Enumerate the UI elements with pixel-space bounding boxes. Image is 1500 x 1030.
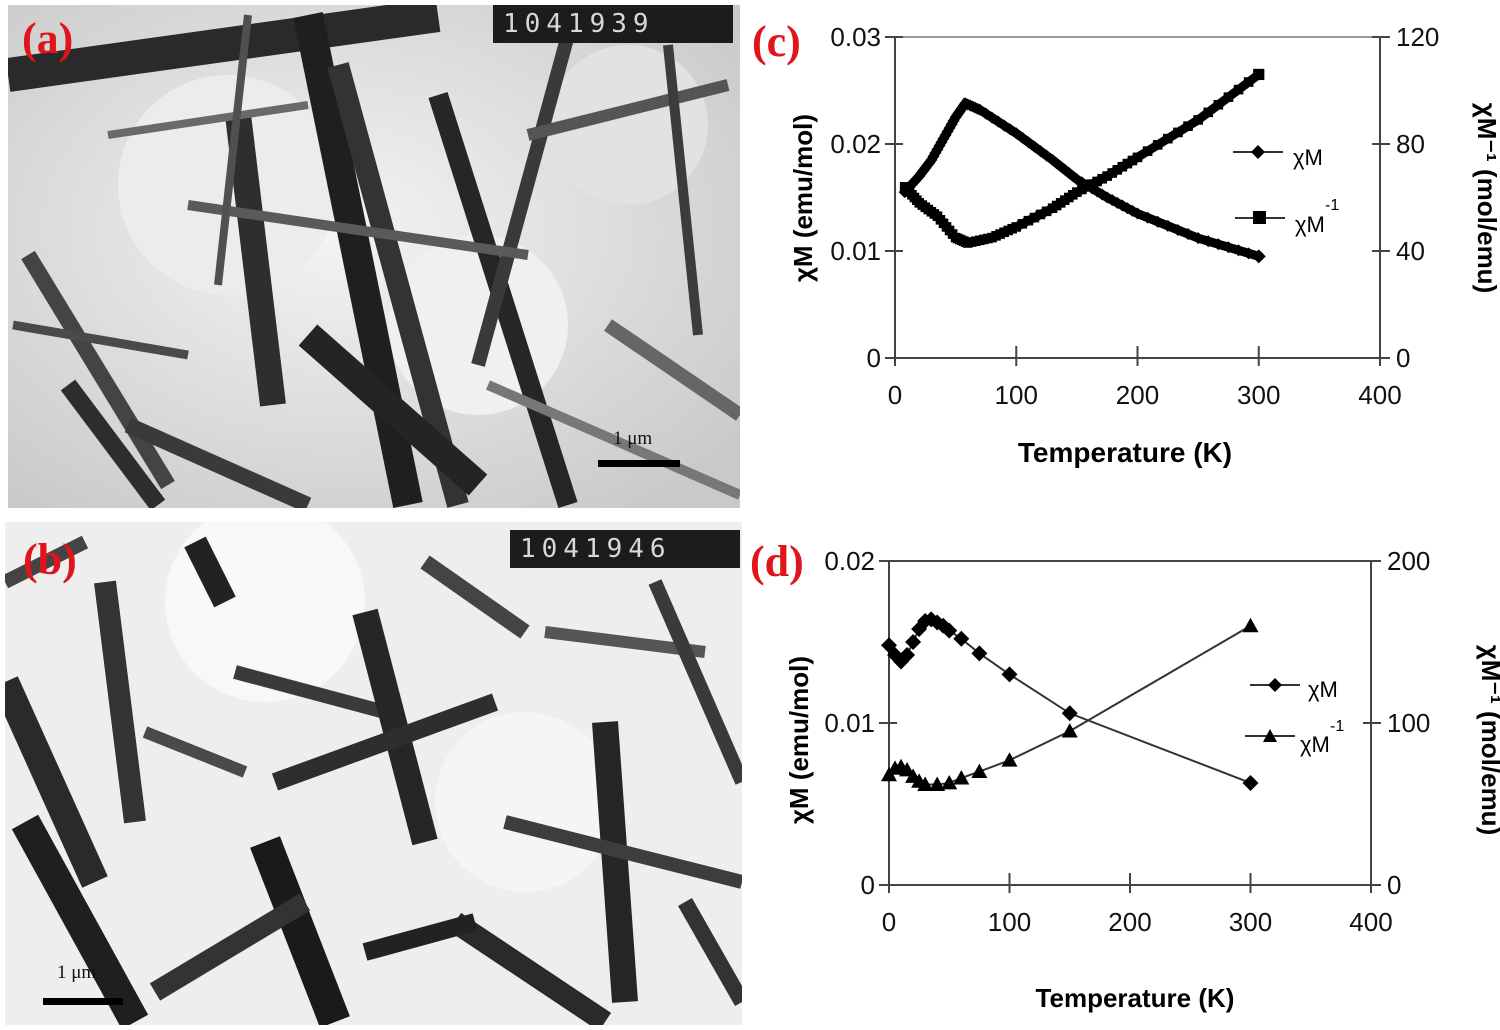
svg-text:0: 0 — [888, 380, 902, 410]
panel-label-a: (a) — [22, 14, 74, 63]
triangle-marker-icon — [1263, 729, 1277, 742]
panel-label-b: (b) — [23, 535, 77, 584]
scale-bar-label-b: 1 μm — [57, 962, 97, 983]
svg-text:200: 200 — [1108, 907, 1151, 937]
svg-text:0: 0 — [861, 870, 875, 900]
svg-text:0: 0 — [1396, 343, 1410, 373]
svg-text:100: 100 — [995, 380, 1038, 410]
scale-bar-b — [43, 998, 123, 1005]
svg-text:40: 40 — [1396, 236, 1425, 266]
square-marker-icon — [1253, 211, 1266, 224]
svg-text:200: 200 — [1387, 546, 1430, 576]
svg-text:300: 300 — [1237, 380, 1280, 410]
svg-text:0.03: 0.03 — [830, 22, 881, 52]
diamond-marker-icon — [1251, 145, 1265, 159]
nanorod-micrograph-b — [5, 522, 742, 1025]
svg-text:100: 100 — [988, 907, 1031, 937]
tem-image-a — [8, 5, 740, 508]
legend-c: χM χM -1 — [1233, 145, 1339, 237]
svg-text:200: 200 — [1116, 380, 1159, 410]
x-axis-title-d: Temperature (K) — [1036, 983, 1235, 1013]
svg-text:100: 100 — [1387, 708, 1430, 738]
legend-d: χM χM -1 — [1245, 677, 1344, 757]
image-counter-b: 1041946 — [510, 530, 740, 568]
y2-axis-title-d: χM⁻¹ (mol/emu) — [1476, 645, 1500, 835]
panel-label-d: (d) — [750, 537, 804, 586]
nanorod-micrograph-a — [8, 5, 740, 508]
image-counter-a: 1041939 — [493, 5, 733, 43]
svg-text:300: 300 — [1229, 907, 1272, 937]
svg-text:-1: -1 — [1325, 197, 1339, 214]
series-c — [898, 68, 1266, 264]
ticks-c: 0 100 200 300 400 0 0.01 0.02 0.03 0 40 80 120 — [830, 22, 1439, 410]
y-axis-title-d: χM (emu/mol) — [784, 656, 814, 824]
panel-b: 1041946 (b) 1 μm — [5, 522, 742, 1025]
x-axis-title-c: Temperature (K) — [1018, 437, 1232, 468]
scale-bar-a — [598, 460, 680, 467]
series-d — [881, 611, 1259, 791]
axes-d — [888, 560, 1372, 886]
svg-text:-1: -1 — [1330, 718, 1344, 735]
svg-text:400: 400 — [1358, 380, 1401, 410]
svg-text:0: 0 — [867, 343, 881, 373]
svg-text:χM: χM — [1293, 145, 1323, 170]
tem-image-b — [5, 522, 742, 1025]
svg-text:0.02: 0.02 — [830, 129, 881, 159]
svg-text:400: 400 — [1349, 907, 1392, 937]
svg-text:0.01: 0.01 — [830, 236, 881, 266]
svg-text:80: 80 — [1396, 129, 1425, 159]
svg-text:χM: χM — [1300, 732, 1330, 757]
svg-text:0: 0 — [882, 907, 896, 937]
panel-label-c: (c) — [752, 17, 801, 66]
svg-text:0.02: 0.02 — [824, 546, 875, 576]
svg-text:χM: χM — [1308, 677, 1338, 702]
y-axis-title-c: χM (emu/mol) — [788, 114, 818, 282]
svg-text:120: 120 — [1396, 22, 1439, 52]
svg-text:χM: χM — [1295, 212, 1325, 237]
scale-bar-label-a: 1 μm — [613, 428, 653, 449]
ticks-d: 0 100 200 300 400 0 0.01 0.02 0 100 200 — [824, 546, 1430, 937]
svg-text:0: 0 — [1387, 870, 1401, 900]
axes-c — [894, 36, 1381, 359]
panel-a: 1041939 (a) 1 μm — [8, 5, 740, 508]
y2-axis-title-c: χM⁻¹ (mol/emu) — [1472, 103, 1500, 293]
svg-text:0.01: 0.01 — [824, 708, 875, 738]
diamond-marker-icon — [1268, 678, 1282, 692]
